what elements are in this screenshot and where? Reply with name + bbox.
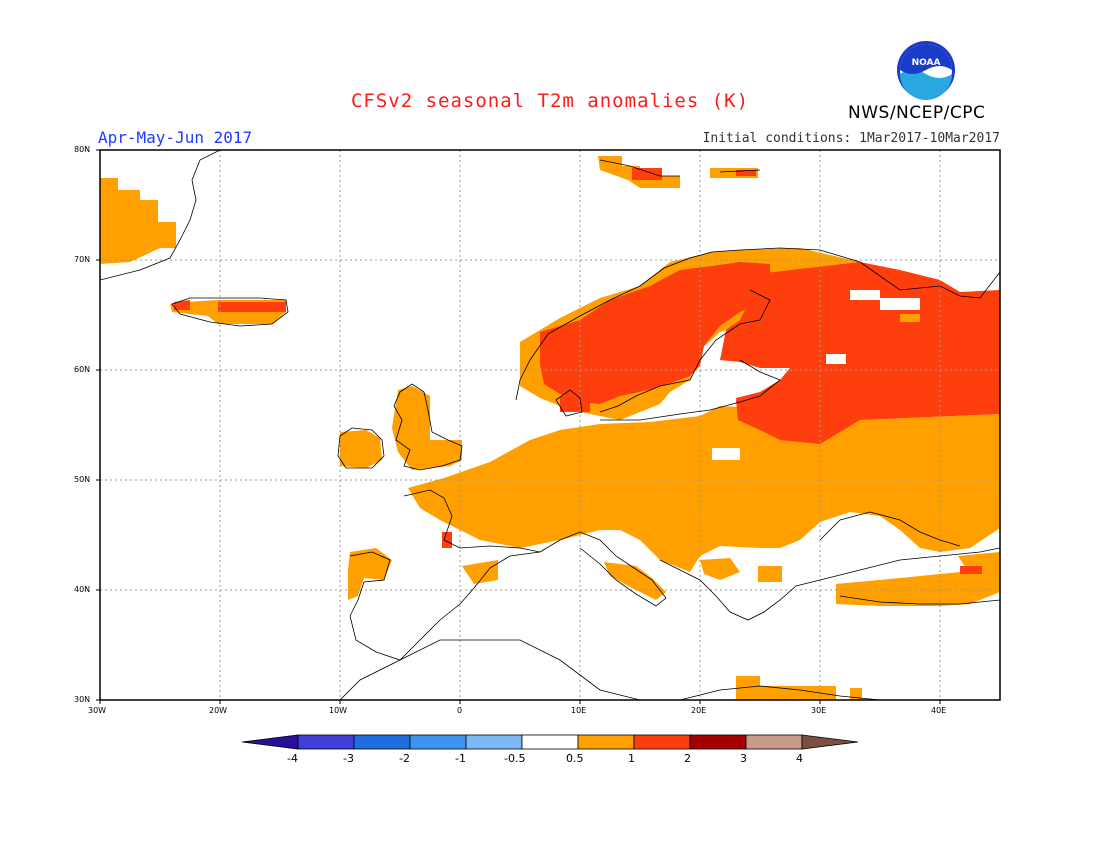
colorbar-label-2: 2 <box>684 752 691 765</box>
lat-label-50n: 50N <box>74 475 91 484</box>
anomaly-denmark-warm <box>560 396 590 412</box>
lon-label-30e: 30E <box>811 706 827 715</box>
colorbar-segment-4 <box>465 734 523 750</box>
lat-label-60n: 60N <box>74 365 91 374</box>
anomaly-continental-europe <box>408 406 1000 572</box>
colorbar-label-minus2: -2 <box>399 752 410 765</box>
anomaly-svalbard-warm <box>632 168 662 180</box>
anomaly-france-warm <box>442 532 452 548</box>
anomaly-scandinavia-warm <box>540 262 770 404</box>
initial-conditions-label: Initial conditions: 1Mar2017-10Mar2017 <box>702 131 1000 146</box>
anomaly-caucasus-warm <box>960 566 982 574</box>
colorbar-label-minus4: -4 <box>287 752 298 765</box>
lon-label-10e: 10E <box>571 706 587 715</box>
colorbar-label-minus0-5: -0.5 <box>504 752 526 765</box>
anomaly-iceland-warm <box>174 300 190 310</box>
colorbar-segment-10 <box>801 734 859 750</box>
colorbar-segment-8 <box>689 734 747 750</box>
anomaly-iberia <box>348 548 392 600</box>
colorbar-label-4: 4 <box>796 752 803 765</box>
lon-label-40e: 40E <box>931 706 947 715</box>
lat-label-70n: 70N <box>74 255 91 264</box>
lon-label-20e: 20E <box>691 706 707 715</box>
lon-label-20w: 20W <box>209 706 228 715</box>
colorbar-label-minus1: -1 <box>455 752 466 765</box>
axis-ticks <box>96 149 941 704</box>
colorbar-label-1: 1 <box>628 752 635 765</box>
colorbar-segment-2 <box>353 734 411 750</box>
anomaly-turkey <box>836 570 1000 606</box>
colorbar-segment-1 <box>297 734 355 750</box>
anomaly-franz-josef-warm <box>736 170 756 176</box>
lon-label-10w: 10W <box>329 706 348 715</box>
lon-label-0: 0 <box>457 706 463 715</box>
lat-label-80n: 80N <box>74 145 91 154</box>
map-frame <box>99 149 1001 701</box>
colorbar-label-minus3: -3 <box>343 752 354 765</box>
colorbar <box>241 734 859 750</box>
anomaly-britain <box>392 386 462 470</box>
colorbar-segment-3 <box>409 734 467 750</box>
anomaly-greenland <box>100 178 176 264</box>
anomaly-russia-warm <box>720 262 1000 444</box>
coastlines <box>100 150 1000 700</box>
colorbar-segment-0 <box>241 734 299 750</box>
colorbar-label-0-5: 0.5 <box>566 752 584 765</box>
anomaly-iberia-east <box>462 560 498 584</box>
anomaly-shading <box>100 156 1000 700</box>
anomaly-aegean <box>758 566 782 582</box>
lat-label-40n: 40N <box>74 585 91 594</box>
lat-label-30n: 30N <box>74 695 91 704</box>
anomaly-balkans <box>700 558 740 580</box>
anomaly-ireland <box>340 430 382 468</box>
noaa-logo-text: NOAA <box>912 58 941 68</box>
colorbar-segment-7 <box>633 734 691 750</box>
anomaly-baltic-warm <box>736 396 790 430</box>
colorbar-segment-9 <box>745 734 803 750</box>
graticule <box>100 150 1000 700</box>
map-title: CFSv2 seasonal T2m anomalies (K) <box>350 90 750 112</box>
colorbar-segment-5 <box>521 734 579 750</box>
organization-label: NWS/NCEP/CPC <box>848 103 986 123</box>
anomaly-iceland-warm-2 <box>218 302 286 312</box>
season-label: Apr-May-Jun 2017 <box>98 128 253 147</box>
colorbar-segment-6 <box>577 734 635 750</box>
lon-label-30w: 30W <box>88 706 107 715</box>
anomaly-egypt <box>736 676 836 700</box>
colorbar-label-3: 3 <box>740 752 747 765</box>
noaa-logo: NOAA <box>897 41 955 100</box>
